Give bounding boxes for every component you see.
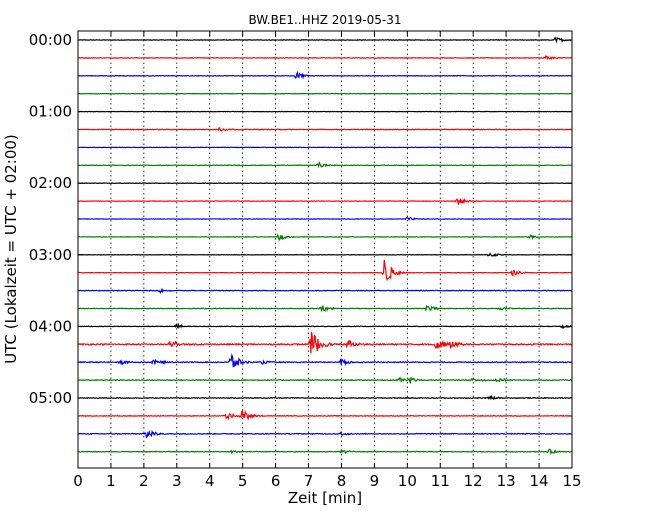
y-axis: 00:00 01:00 02:00 03:00 04:00 05:00 [29,31,572,407]
x-tick-label: 2 [139,472,149,490]
seismic-trace [77,233,573,242]
y-tick-label: 04:00 [29,317,72,335]
seismic-trace [77,54,573,61]
y-axis-label: UTC (Lokalzeit = UTC + 02:00) [2,134,20,364]
seismic-trace [77,259,573,282]
y-tick-label: 02:00 [29,174,72,192]
seismic-trace [77,252,573,258]
y-tick-label: 01:00 [29,103,72,121]
seismic-trace [77,322,573,330]
x-tick-label: 9 [370,472,380,490]
x-tick-label: 8 [337,472,347,490]
x-axis: 0 1 2 3 4 5 6 7 8 9 10 11 12 13 14 15 [73,31,582,490]
grid-lines [110,31,540,468]
x-tick-label: 5 [238,472,248,490]
y-tick-label: 05:00 [29,389,72,407]
seismic-trace [77,331,573,354]
chart-title: BW.BE1..HHZ 2019-05-31 [248,13,401,27]
seismic-trace [77,197,573,205]
seismic-trace [77,408,573,422]
x-tick-label: 13 [497,472,516,490]
x-tick-label: 0 [73,472,83,490]
plot-frame [77,30,573,469]
seismic-trace [77,448,573,456]
x-tick-label: 1 [106,472,116,490]
seismic-trace [77,305,573,313]
seismic-trace [77,216,573,221]
seismic-trace [77,160,573,169]
y-tick-label: 00:00 [29,31,72,49]
seismic-trace [77,70,573,80]
seismic-trace [77,127,573,132]
seismic-trace [77,36,573,44]
seismic-trace [77,287,573,294]
x-tick-label: 7 [304,472,314,490]
seismic-trace [77,429,573,439]
x-tick-label: 10 [398,472,417,490]
seismic-trace [77,376,573,385]
x-tick-label: 11 [431,472,450,490]
x-axis-label: Zeit [min] [288,489,362,507]
x-tick-label: 4 [205,472,215,490]
x-tick-label: 3 [172,472,182,490]
x-tick-label: 6 [271,472,281,490]
seismic-trace [77,394,573,401]
x-tick-label: 14 [530,472,549,490]
seismic-trace [77,353,573,368]
trace-group [77,36,573,456]
y-tick-label: 03:00 [29,246,72,264]
x-tick-label: 12 [464,472,483,490]
x-tick-label: 15 [562,472,581,490]
